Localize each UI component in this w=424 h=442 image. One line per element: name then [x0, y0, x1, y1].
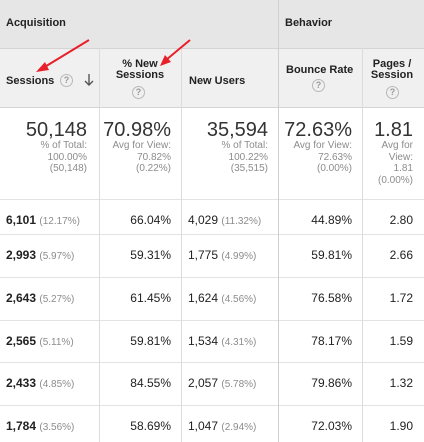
column-header-sessions[interactable]: Sessions ? — [0, 48, 99, 107]
column-label-bounce-rate[interactable]: Bounce Rate — [286, 64, 354, 76]
column-header-new-users[interactable]: New Users — [181, 48, 278, 107]
row-new-sessions: 61.45% — [130, 291, 171, 305]
table-row[interactable]: 2,993 (5.97%) 59.31% 1,775 (4.99%) 59.81… — [0, 234, 424, 277]
divider — [0, 320, 424, 321]
summary-new-users-value: 35,594 — [206, 119, 268, 141]
row-sessions-pct: (5.27%) — [39, 294, 75, 305]
table-row[interactable]: 2,565 (5.11%) 59.81% 1,534 (4.31%) 78.17… — [0, 320, 424, 363]
row-new-users: 2,057 — [188, 376, 219, 390]
row-new-users-pct: (5.78%) — [221, 379, 257, 390]
row-sessions-pct: (5.97%) — [39, 251, 75, 262]
row-new-sessions: 66.04% — [130, 213, 171, 227]
row-bounce-rate: 78.17% — [311, 334, 352, 348]
row-pages: 1.32 — [389, 376, 413, 390]
column-divider — [278, 0, 279, 442]
row-new-users: 4,029 — [188, 213, 219, 227]
summary-row: 50,148 % of Total: 100.00% (50,148) 70.9… — [0, 107, 424, 199]
row-new-sessions: 58.69% — [130, 419, 171, 433]
row-sessions: 2,565 — [6, 334, 37, 348]
row-sessions-pct: (3.56%) — [39, 422, 75, 433]
summary-bounce-rate-value: 72.63% — [284, 119, 352, 141]
red-arrow — [36, 39, 90, 72]
row-bounce-rate: 79.86% — [311, 376, 352, 390]
row-new-sessions: 59.81% — [130, 334, 171, 348]
row-sessions-pct: (5.11%) — [39, 337, 74, 348]
row-sessions: 2,643 — [6, 291, 37, 305]
annotation-arrows — [36, 39, 191, 72]
summary-pages-value: 1.81 — [374, 119, 413, 141]
help-icon[interactable]: ? — [386, 86, 399, 99]
row-pages: 1.72 — [389, 291, 413, 305]
column-label-new-users[interactable]: New Users — [189, 75, 246, 87]
column-label-pages-1[interactable]: Pages / — [372, 58, 412, 70]
help-icon[interactable]: ? — [60, 74, 73, 87]
column-header-row: Sessions ? % New Sessions ? New Users Bo… — [0, 48, 424, 107]
divider — [0, 199, 424, 200]
column-divider — [181, 48, 182, 442]
divider — [0, 107, 424, 108]
divider — [0, 277, 424, 278]
row-sessions-pct: (4.85%) — [39, 379, 75, 390]
row-new-users-pct: (4.31%) — [221, 337, 257, 348]
row-sessions-pct: (12.17%) — [39, 216, 80, 227]
help-icon[interactable]: ? — [312, 79, 325, 92]
row-sessions: 6,101 — [6, 213, 37, 227]
summary-bounce-rate-detail: Avg for View: 72.63% (0.00%) — [293, 140, 352, 174]
row-new-users: 1,624 — [188, 291, 219, 305]
row-bounce-rate: 59.81% — [311, 248, 352, 262]
column-header-new-sessions[interactable]: % New Sessions ? — [99, 48, 181, 107]
row-new-users: 1,047 — [188, 419, 219, 433]
table-row[interactable]: 2,433 (4.85%) 84.55% 2,057 (5.78%) 79.86… — [0, 362, 424, 405]
row-new-sessions: 84.55% — [130, 376, 171, 390]
table-row[interactable]: 6,101 (12.17%) 66.04% 4,029 (11.32%) 44.… — [0, 199, 424, 242]
row-new-sessions: 59.31% — [130, 248, 171, 262]
column-label-new-sessions-1[interactable]: % New — [122, 58, 158, 70]
table-row[interactable]: 2,643 (5.27%) 61.45% 1,624 (4.56%) 76.58… — [0, 277, 424, 320]
divider — [0, 405, 424, 406]
row-new-users: 1,775 — [188, 248, 219, 262]
divider — [0, 234, 424, 235]
row-bounce-rate: 44.89% — [311, 213, 352, 227]
row-pages: 2.66 — [389, 248, 413, 262]
row-pages: 1.59 — [389, 334, 413, 348]
group-header-row: Acquisition Behavior — [0, 0, 424, 48]
column-header-pages-session[interactable]: Pages / Session ? — [362, 48, 424, 107]
row-sessions: 2,433 — [6, 376, 37, 390]
column-divider — [362, 48, 363, 442]
summary-sessions-value: 50,148 — [25, 119, 87, 141]
red-arrow — [160, 39, 191, 66]
table-row[interactable]: 1,784 (3.56%) 58.69% 1,047 (2.94%) 72.03… — [0, 405, 424, 442]
row-sessions: 1,784 — [6, 419, 37, 433]
divider — [0, 48, 424, 49]
arrow-down-icon[interactable] — [83, 73, 95, 87]
column-header-bounce-rate[interactable]: Bounce Rate ? — [278, 48, 362, 107]
column-divider — [99, 48, 100, 442]
summary-new-users-detail: % of Total: 100.22% (35,515) — [221, 140, 268, 174]
row-sessions: 2,993 — [6, 248, 37, 262]
row-bounce-rate: 72.03% — [311, 419, 352, 433]
row-new-users-pct: (4.56%) — [221, 294, 257, 305]
column-label-pages-2[interactable]: Session — [370, 69, 414, 81]
summary-sessions-detail: % of Total: 100.00% (50,148) — [40, 140, 87, 174]
row-pages: 1.90 — [389, 419, 413, 433]
row-new-users: 1,534 — [188, 334, 219, 348]
row-new-users-pct: (4.99%) — [221, 251, 257, 262]
row-new-users-pct: (11.32%) — [221, 216, 262, 227]
help-icon[interactable]: ? — [132, 86, 145, 99]
row-pages: 2.80 — [389, 213, 413, 227]
group-behavior: Behavior — [285, 17, 333, 29]
row-bounce-rate: 76.58% — [311, 291, 352, 305]
column-label-new-sessions-2[interactable]: Sessions — [115, 69, 165, 81]
summary-new-sessions-detail: Avg for View: 70.82% (0.22%) — [112, 140, 171, 174]
divider — [0, 362, 424, 363]
summary-pages-detail: Avg for View: 1.81 (0.00%) — [377, 140, 413, 186]
column-label-sessions[interactable]: Sessions — [6, 75, 55, 87]
summary-new-sessions-value: 70.98% — [103, 119, 171, 141]
row-new-users-pct: (2.94%) — [221, 422, 257, 433]
group-acquisition: Acquisition — [6, 17, 66, 29]
